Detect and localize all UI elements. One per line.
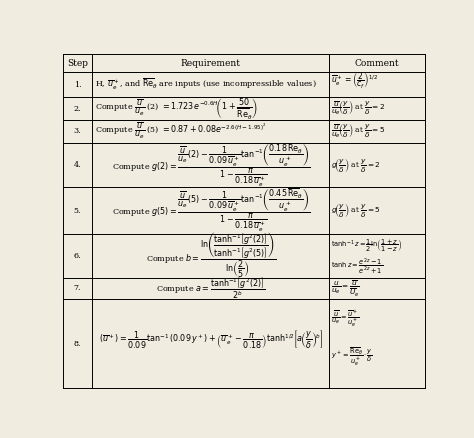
Text: Compute $\dfrac{\overline{u}}{u_e}$ (5) $= 0.87+0.08e^{-2.6(H-1.95)^2}$: Compute $\dfrac{\overline{u}}{u_e}$ (5) …: [95, 121, 267, 141]
Text: $y^+=\dfrac{\overline{\mathrm{Re}}_\theta}{u_e^+}\cdot\dfrac{y}{\delta}$: $y^+=\dfrac{\overline{\mathrm{Re}}_\thet…: [331, 346, 373, 368]
Text: Compute $g(5)=\dfrac{\dfrac{\overline{u}}{u_e}(5)-\dfrac{1}{0.09\,\overline{u}_e: Compute $g(5)=\dfrac{\dfrac{\overline{u}…: [111, 187, 310, 234]
Text: Comment: Comment: [355, 59, 399, 68]
Text: $\dfrac{\overline{u}}{u_e}\!\left(\dfrac{y}{\delta}\right)$ at $\dfrac{y}{\delta: $\dfrac{\overline{u}}{u_e}\!\left(\dfrac…: [331, 100, 385, 117]
Text: Step: Step: [67, 59, 88, 68]
Text: 8.: 8.: [74, 340, 82, 348]
Text: $\dfrac{\overline{u}}{u_e}=\dfrac{\overline{u}^+}{u_e^+}$: $\dfrac{\overline{u}}{u_e}=\dfrac{\overl…: [331, 309, 359, 329]
Text: $g\!\left(\dfrac{y}{\delta}\right)$ at $\dfrac{y}{\delta}=5$: $g\!\left(\dfrac{y}{\delta}\right)$ at $…: [331, 202, 381, 219]
Text: 6.: 6.: [74, 251, 82, 260]
Text: 1.: 1.: [74, 81, 82, 88]
Text: 2.: 2.: [74, 105, 82, 113]
Text: Compute $b=\dfrac{\ln\!\left(\dfrac{\tanh^{-1}\!\left[g^2(2)\right]}{\tanh^{-1}\: Compute $b=\dfrac{\ln\!\left(\dfrac{\tan…: [146, 231, 276, 280]
Text: 7.: 7.: [74, 284, 82, 293]
Text: Compute $g(2)=\dfrac{\dfrac{\overline{u}}{u_e}(2)-\dfrac{1}{0.09\,\overline{u}_e: Compute $g(2)=\dfrac{\dfrac{\overline{u}…: [111, 141, 310, 189]
Text: $g\!\left(\dfrac{y}{\delta}\right)$ at $\dfrac{y}{\delta}=2$: $g\!\left(\dfrac{y}{\delta}\right)$ at $…: [331, 156, 381, 173]
Text: Compute $a = \dfrac{\tanh^{-1}\!\left[g^2(2)\right]}{2^b}$: Compute $a = \dfrac{\tanh^{-1}\!\left[g^…: [156, 276, 265, 301]
Text: 5.: 5.: [74, 207, 82, 215]
Text: H, $\overline{u}_e^+$, and $\overline{\mathrm{Re}}_\theta$ are inputs (use incom: H, $\overline{u}_e^+$, and $\overline{\m…: [95, 77, 317, 92]
Text: Requirement: Requirement: [181, 59, 241, 68]
Text: 3.: 3.: [74, 127, 82, 135]
Text: $\tanh^{-1}z = \dfrac{1}{2}\ln\!\left(\dfrac{1+z}{1-z}\right)$: $\tanh^{-1}z = \dfrac{1}{2}\ln\!\left(\d…: [331, 237, 402, 254]
Text: Compute $\dfrac{\overline{u}}{u_e}$ (2) $= 1.723\,e^{-0.6H}\!\left(1+\dfrac{50}{: Compute $\dfrac{\overline{u}}{u_e}$ (2) …: [95, 96, 258, 121]
Text: $\dfrac{\overline{u}}{u_e}\!\left(\dfrac{y}{\delta}\right)$ at $\dfrac{y}{\delta: $\dfrac{\overline{u}}{u_e}\!\left(\dfrac…: [331, 123, 385, 140]
Text: $\dfrac{u}{u_e}=\dfrac{\overline{u}}{\overline{U}_e}$: $\dfrac{u}{u_e}=\dfrac{\overline{u}}{\ov…: [331, 279, 360, 299]
Text: $\overline{u}_e^+ = \left(\dfrac{2}{c_f}\right)^{1/2}$: $\overline{u}_e^+ = \left(\dfrac{2}{c_f}…: [331, 70, 379, 89]
Text: 4.: 4.: [74, 161, 82, 169]
Text: $\tanh z = \dfrac{e^{2z}-1}{e^{2z}+1}$: $\tanh z = \dfrac{e^{2z}-1}{e^{2z}+1}$: [331, 256, 383, 276]
Text: $\left(\overline{u}^+\right)=\dfrac{1}{0.09}\tan^{-1}(0.09\,y^+)+\left(\overline: $\left(\overline{u}^+\right)=\dfrac{1}{0…: [99, 328, 323, 350]
